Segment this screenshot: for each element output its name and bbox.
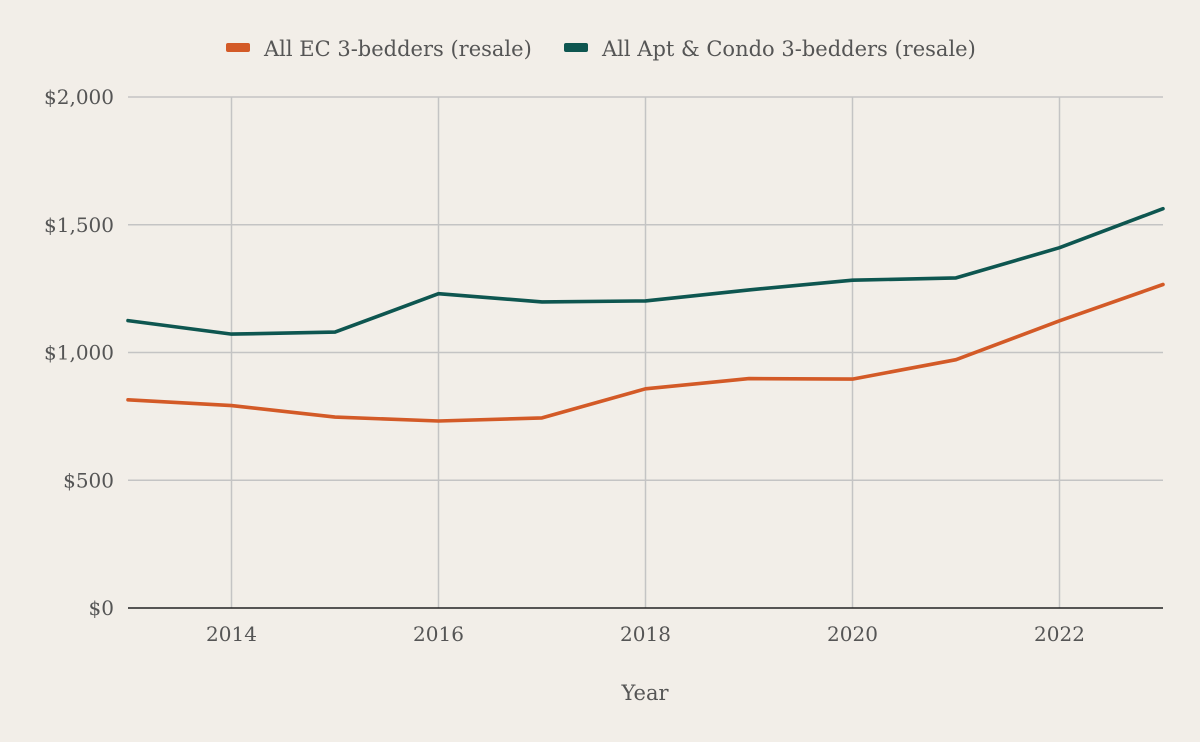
legend-label-1: All EC 3-bedders (resale): [263, 37, 532, 61]
legend: All EC 3-bedders (resale) All Apt & Condo…: [226, 37, 976, 61]
series-line-2: [126, 206, 1165, 336]
legend-swatch-1: [226, 43, 250, 52]
series-line-1: [126, 282, 1165, 423]
y-tick-label: $2,000: [44, 85, 114, 109]
y-tick-label: $1,500: [44, 213, 114, 237]
x-tick-label: 2020: [827, 622, 878, 646]
x-axis-title: Year: [620, 681, 669, 705]
x-tick-label: 2016: [413, 622, 464, 646]
y-tick-label: $1,000: [44, 341, 114, 365]
legend-swatch-2: [564, 43, 588, 52]
legend-label-2: All Apt & Condo 3-bedders (resale): [601, 37, 976, 61]
x-tick-label: 2022: [1034, 622, 1085, 646]
axes: $0 $500 $1,000 $1,500 $2,000 2014 2016 2018 2020…: [44, 85, 1163, 646]
gridlines: [128, 96, 1163, 608]
y-tick-label: $500: [63, 468, 114, 492]
y-tick-label: $0: [89, 596, 114, 620]
x-tick-label: 2014: [206, 622, 257, 646]
series-lines: [126, 206, 1165, 423]
x-tick-label: 2018: [620, 622, 671, 646]
